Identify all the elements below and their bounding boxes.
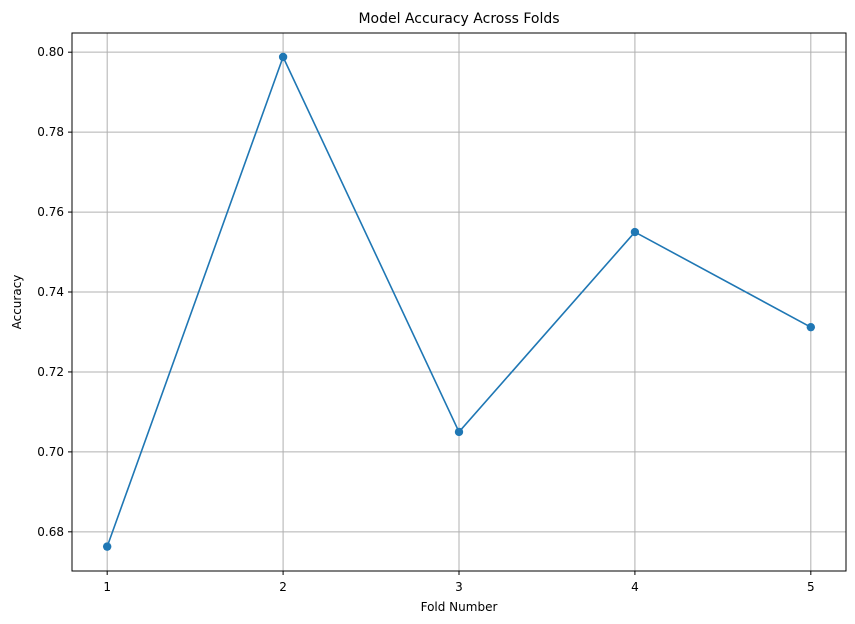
data-point xyxy=(454,427,464,437)
x-tick-label: 5 xyxy=(807,580,815,594)
data-point xyxy=(806,322,816,332)
y-tick-label: 0.72 xyxy=(37,365,64,379)
data-point xyxy=(278,52,288,62)
y-tick-label: 0.68 xyxy=(37,525,64,539)
data-point xyxy=(102,542,112,551)
y-tick-label: 0.80 xyxy=(37,45,64,59)
x-axis-ticks: 1 2 3 4 5 xyxy=(103,571,815,594)
x-axis-label: Fold Number xyxy=(421,600,498,614)
y-tick-label: 0.76 xyxy=(37,205,64,219)
y-tick-label: 0.74 xyxy=(37,285,64,299)
x-tick-label: 1 xyxy=(103,580,111,594)
x-tick-label: 3 xyxy=(455,580,463,594)
x-tick-label: 2 xyxy=(279,580,287,594)
series-layer xyxy=(102,52,816,551)
data-point xyxy=(630,227,640,237)
y-tick-label: 0.78 xyxy=(37,125,64,139)
x-tick-label: 4 xyxy=(631,580,639,594)
grid-lines xyxy=(72,33,846,571)
y-axis-label: Accuracy xyxy=(10,275,24,330)
chart-title: Model Accuracy Across Folds xyxy=(358,11,559,27)
y-tick-label: 0.70 xyxy=(37,445,64,459)
y-axis-ticks: 0.68 0.70 0.72 0.74 0.76 0.78 0.80 xyxy=(37,45,72,539)
